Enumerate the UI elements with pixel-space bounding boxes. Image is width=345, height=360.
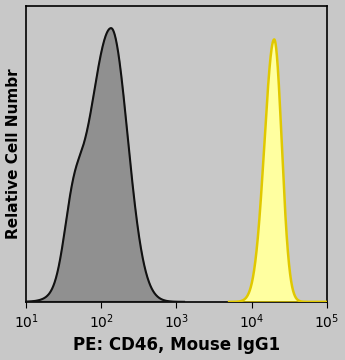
X-axis label: PE: CD46, Mouse IgG1: PE: CD46, Mouse IgG1 [73, 337, 280, 355]
Polygon shape [229, 40, 327, 302]
Polygon shape [26, 28, 184, 302]
Y-axis label: Relative Cell Numbr: Relative Cell Numbr [6, 68, 21, 239]
